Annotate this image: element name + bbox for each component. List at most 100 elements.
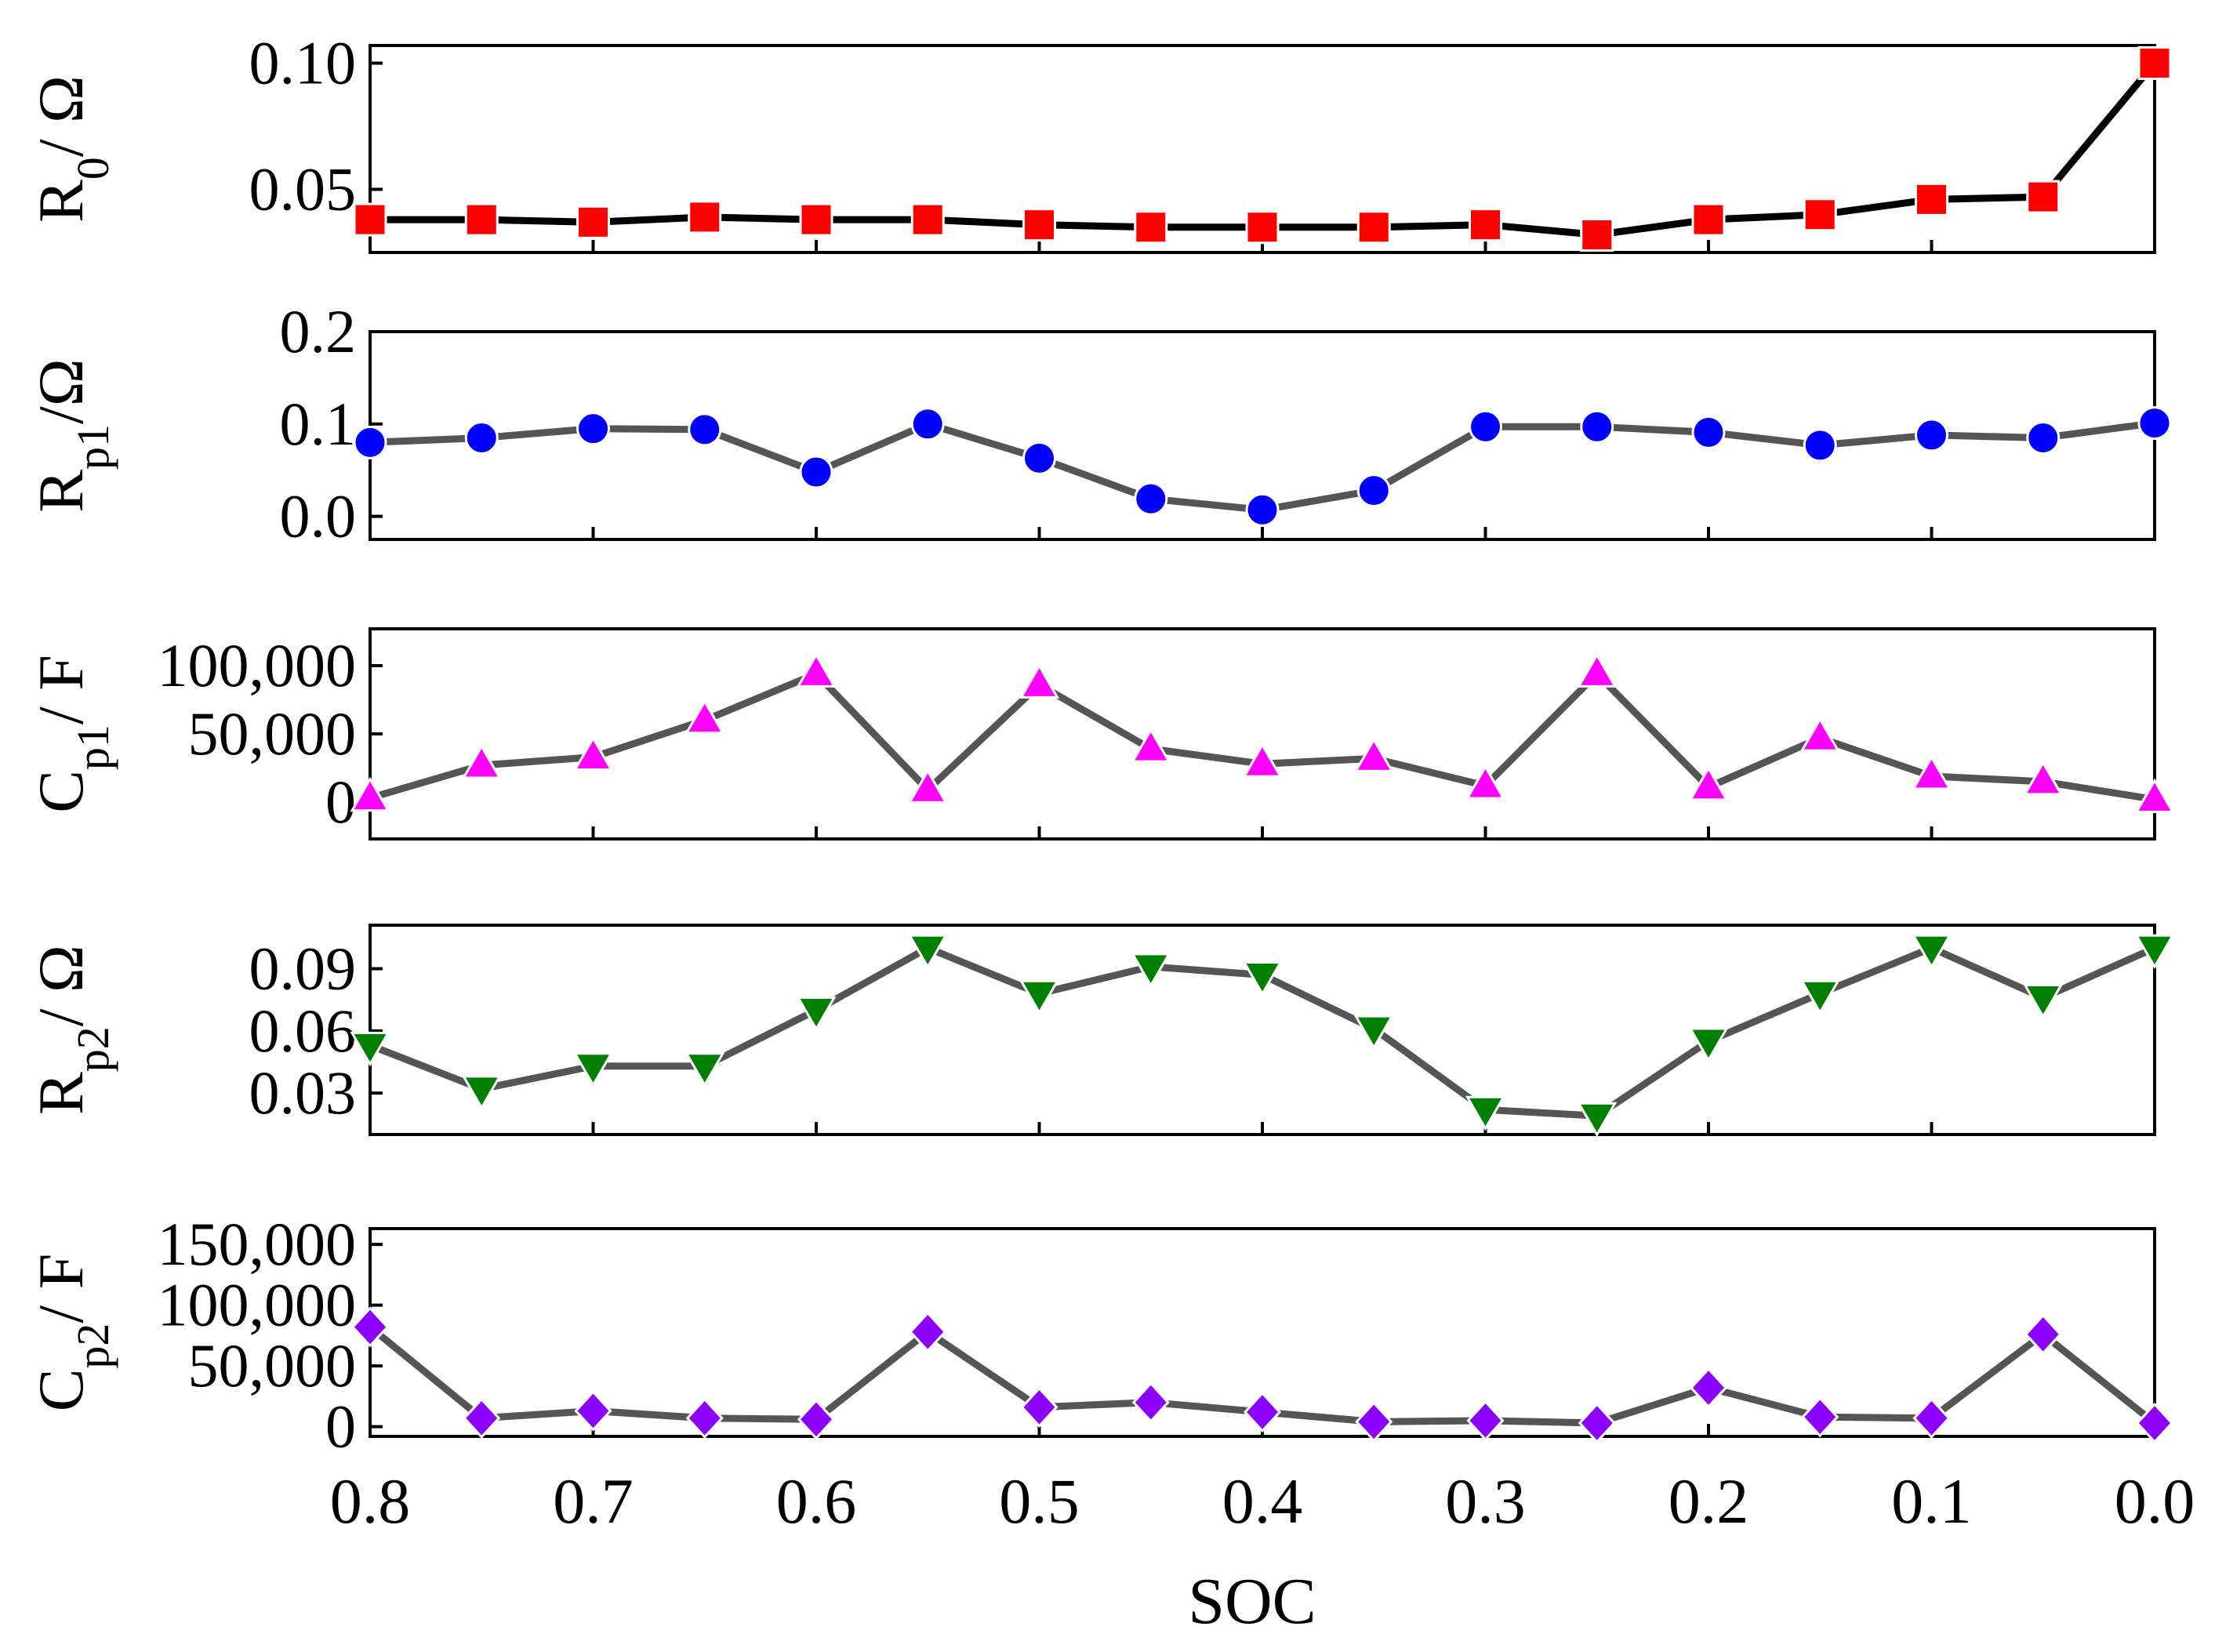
data-point <box>1691 202 1726 237</box>
data-point <box>796 652 837 688</box>
data-point <box>1465 764 1506 800</box>
data-point <box>1803 428 1837 463</box>
data-point <box>461 744 502 779</box>
y-tick-label: 0 <box>325 768 356 836</box>
data-point <box>2026 180 2061 214</box>
y-tick-label: 0.1 <box>280 390 357 458</box>
data-point <box>1691 415 1726 449</box>
data-point <box>1353 737 1394 772</box>
data-point <box>688 200 722 234</box>
data-point <box>1466 1400 1505 1442</box>
data-point <box>1355 1401 1393 1443</box>
series-line <box>369 670 2155 803</box>
y-axis-title: Cp2/ F <box>25 1254 118 1412</box>
data-point <box>910 202 945 237</box>
data-point <box>1469 208 1502 242</box>
data-point <box>1131 728 1171 763</box>
x-tick-label: 0.3 <box>1445 1465 1526 1537</box>
data-point <box>1912 1397 1951 1439</box>
data-point <box>350 776 390 812</box>
data-point <box>1243 1391 1282 1433</box>
data-point <box>1242 960 1283 997</box>
y-axis-title: Rp2/ Ω <box>25 945 118 1115</box>
y-axis-title: R0/ Ω <box>25 75 118 223</box>
x-tick-label: 0.0 <box>2115 1465 2195 1537</box>
data-point <box>1911 934 1952 970</box>
data-point <box>464 420 499 455</box>
y-axis-title: Cp1/ F <box>25 655 118 813</box>
data-point <box>353 425 387 459</box>
plot-frame <box>369 924 2156 1136</box>
data-point <box>910 407 945 441</box>
data-point <box>464 202 499 237</box>
data-point <box>1356 210 1391 245</box>
data-point <box>1689 1367 1728 1409</box>
y-tick-label: 0.03 <box>249 1058 357 1127</box>
data-point <box>1022 441 1056 475</box>
data-point <box>463 1397 501 1439</box>
data-point <box>1799 717 1840 752</box>
data-point <box>461 1075 502 1110</box>
data-point <box>799 455 833 489</box>
data-point <box>684 699 725 735</box>
x-tick-label: 0.8 <box>330 1465 411 1537</box>
data-point <box>1688 1027 1729 1063</box>
data-point <box>799 202 833 237</box>
data-point <box>576 205 610 239</box>
data-point <box>1353 1015 1394 1051</box>
data-point <box>1915 182 1948 216</box>
y-tick-label: 100,000 <box>158 1271 357 1339</box>
panel-rp1: 0.0 0.1 0.2 Rp1/Ω <box>25 297 2172 550</box>
data-point <box>350 1306 390 1348</box>
data-point <box>2135 1402 2174 1444</box>
x-tick-label: 0.5 <box>999 1465 1080 1537</box>
y-tick-label: 150,000 <box>158 1210 357 1278</box>
data-point <box>909 1311 947 1352</box>
data-point <box>353 202 387 237</box>
data-point <box>2023 760 2064 796</box>
data-point <box>1019 663 1060 699</box>
data-point <box>1577 1102 1618 1138</box>
data-point <box>1131 953 1171 988</box>
data-point <box>1578 1402 1616 1444</box>
data-point <box>1245 492 1280 527</box>
data-point <box>350 1031 390 1067</box>
data-point <box>1577 652 1618 688</box>
plot-frame <box>369 627 2156 841</box>
panel-r0: 0.05 0.10 R0/ Ω <box>25 29 2172 254</box>
data-point <box>688 412 722 447</box>
y-tick-label: 0.06 <box>249 997 357 1065</box>
data-point <box>1915 418 1948 452</box>
data-point <box>1020 1386 1058 1429</box>
data-point <box>1134 481 1168 516</box>
data-point <box>1911 754 1952 790</box>
data-point <box>1356 474 1391 508</box>
data-point <box>796 996 837 1032</box>
y-tick-label: 0 <box>325 1392 356 1461</box>
data-point <box>2134 778 2175 814</box>
x-axis-label: SOC <box>1188 1565 1316 1638</box>
x-tick-label: 0.1 <box>1891 1465 1972 1537</box>
y-tick-label: 0.2 <box>280 297 357 365</box>
x-tick-label: 0.2 <box>1669 1465 1749 1537</box>
panel-rp2: 0.030.060.09 Rp2/ Ω <box>25 924 2175 1138</box>
data-point <box>685 1397 724 1439</box>
data-point <box>2023 984 2064 1019</box>
x-tick-label: 0.6 <box>776 1465 857 1537</box>
x-axis: 0.8 0.7 0.6 0.5 0.4 0.3 0.2 0.1 0.0 <box>330 1465 2195 1537</box>
y-tick-label: 0.05 <box>249 155 357 223</box>
data-point <box>684 1052 725 1087</box>
y-tick-label: 0.0 <box>280 482 357 550</box>
data-point <box>2134 934 2175 970</box>
data-point <box>1580 409 1614 444</box>
data-point <box>1803 198 1837 232</box>
y-tick-label: 50,000 <box>188 1331 357 1400</box>
y-axis-title: Rp1/Ω <box>25 358 118 512</box>
data-point <box>1022 208 1056 242</box>
x-tick-label: 0.4 <box>1222 1465 1303 1537</box>
data-point <box>1799 979 1840 1015</box>
data-point <box>576 412 610 446</box>
data-point <box>2026 420 2061 455</box>
data-point <box>2024 1313 2062 1356</box>
